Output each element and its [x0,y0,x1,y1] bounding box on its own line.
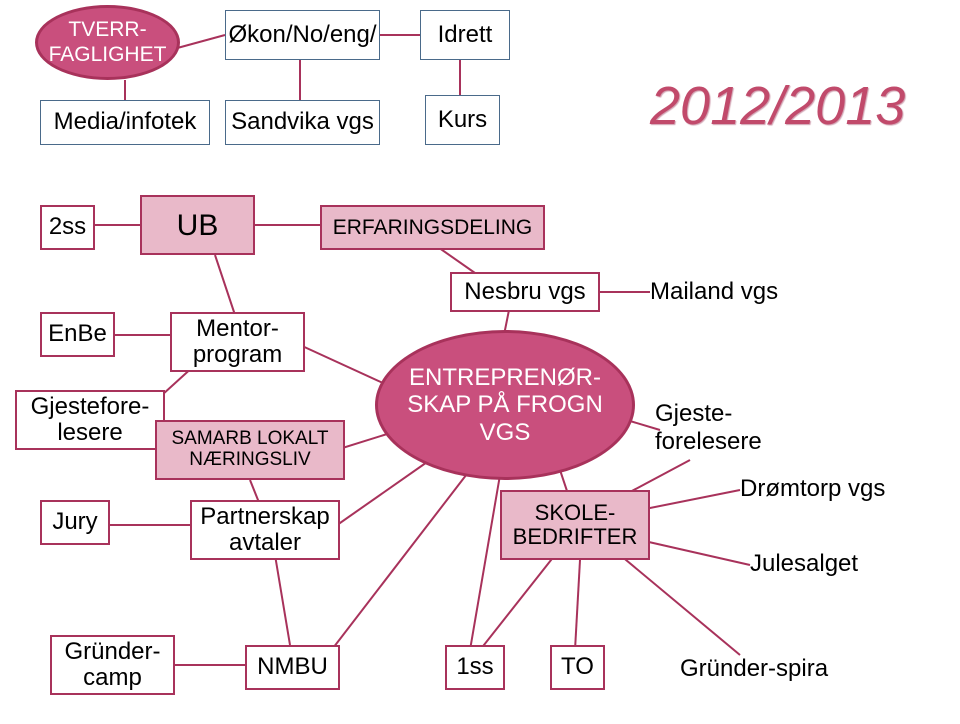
node-julesalget: Julesalget [750,550,858,578]
node-1ss: 1ss [445,645,505,690]
node-grunderspira: Gründer-spira [680,655,828,683]
node-grundercamp: Gründer- camp [50,635,175,695]
node-jury: Jury [40,500,110,545]
node-media: Media/infotek [40,100,210,145]
node-erfaringsdeling: ERFARINGSDELING [320,205,545,250]
node-idrett: Idrett [420,10,510,60]
node-entreprenorskap: ENTREPRENØR- SKAP PÅ FROGN VGS [375,330,635,480]
node-partnerskap: Partnerskap avtaler [190,500,340,560]
node-samarb: SAMARB LOKALT NÆRINGSLIV [155,420,345,480]
node-nesbru: Nesbru vgs [450,272,600,312]
node-gjesteforelesere-right: Gjeste- forelesere [655,400,762,455]
node-2ss: 2ss [40,205,95,250]
node-to: TO [550,645,605,690]
node-okon: Økon/No/eng/ [225,10,380,60]
node-gjesteforelesere-left: Gjestefore- lesere [15,390,165,450]
node-skolebedrifter: SKOLE- BEDRIFTER [500,490,650,560]
node-ub: UB [140,195,255,255]
node-sandvika: Sandvika vgs [225,100,380,145]
node-nmbu: NMBU [245,645,340,690]
node-enbe: EnBe [40,312,115,357]
node-dromtorp: Drømtorp vgs [740,475,885,503]
node-tverrfaglighet: TVERR- FAGLIGHET [35,5,180,80]
node-kurs: Kurs [425,95,500,145]
node-mentorprogram: Mentor- program [170,312,305,372]
node-mailand: Mailand vgs [650,278,778,306]
year-title: 2012/2013 [650,75,905,137]
